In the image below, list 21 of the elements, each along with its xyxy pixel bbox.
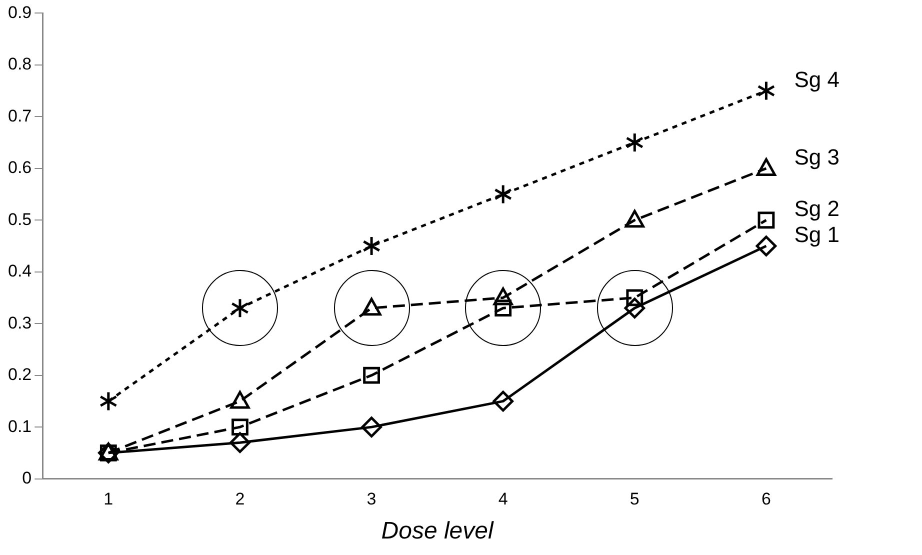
x-tick-label: 2 — [235, 490, 245, 509]
y-tick-label: 0.7 — [8, 106, 32, 126]
x-tick-label: 6 — [761, 490, 771, 509]
series-label: Sg 4 — [794, 66, 840, 92]
y-tick-label: 0.2 — [8, 365, 32, 384]
y-tick-label: 0.3 — [8, 313, 32, 332]
y-tick-label: 0.6 — [8, 158, 32, 178]
y-tick-label: 0.9 — [8, 2, 32, 22]
y-tick-label: 0.1 — [8, 416, 32, 436]
series-label: Sg 3 — [794, 144, 840, 170]
y-tick-label: 0.8 — [8, 54, 32, 74]
x-tick-label: 1 — [104, 490, 114, 509]
x-tick-label: 5 — [630, 490, 640, 509]
series-label: Sg 1 — [794, 222, 840, 248]
x-axis-title: Dose level — [381, 517, 494, 544]
y-tick-label: 0 — [22, 468, 32, 488]
series-label: Sg 2 — [794, 196, 840, 222]
y-tick-label: 0.5 — [8, 210, 32, 229]
y-tick-label: 0.4 — [8, 262, 32, 281]
x-tick-label: 4 — [498, 490, 508, 509]
x-tick-label: 3 — [366, 490, 376, 509]
